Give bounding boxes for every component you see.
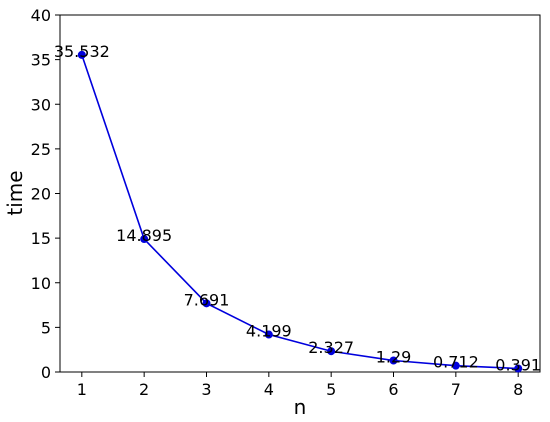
point (327, 347, 336, 356)
point (514, 364, 523, 373)
x-tick-label: 7 (451, 380, 461, 399)
y-tick-label: 35 (31, 51, 51, 70)
y-tick-label: 0 (41, 363, 51, 382)
x-axis-label: n (294, 395, 307, 419)
data-label: 0.712 (433, 353, 479, 372)
y-tick-label: 30 (31, 95, 51, 114)
data-label: 1.29 (376, 347, 412, 366)
x-tick-label: 1 (77, 380, 87, 399)
x-tick-label: 8 (513, 380, 523, 399)
data-label: 2.327 (308, 338, 354, 357)
y-tick-label: 40 (31, 6, 51, 25)
data-label: 0.391 (495, 356, 541, 375)
x-tick-label: 4 (264, 380, 274, 399)
point (264, 330, 273, 339)
series-line (81, 54, 519, 370)
point (140, 235, 149, 244)
y-tick-label: 20 (31, 185, 51, 204)
point (202, 299, 211, 308)
y-tick-label: 15 (31, 229, 51, 248)
x-tick-label: 3 (201, 380, 211, 399)
y-tick-label: 25 (31, 140, 51, 159)
y-tick-label: 5 (41, 318, 51, 337)
data-label: 14.895 (116, 226, 172, 245)
data-label: 7.691 (184, 290, 230, 309)
point (389, 356, 398, 365)
x-tick-label: 2 (139, 380, 149, 399)
data-label: 35.532 (54, 42, 110, 61)
x-tick-label: 5 (326, 380, 336, 399)
point (451, 361, 460, 370)
data-label: 4.199 (246, 322, 292, 341)
plot-frame (59, 14, 541, 373)
x-tick-label: 6 (388, 380, 398, 399)
y-tick-label: 10 (31, 274, 51, 293)
point (77, 50, 86, 59)
y-axis-label: time (3, 170, 27, 215)
